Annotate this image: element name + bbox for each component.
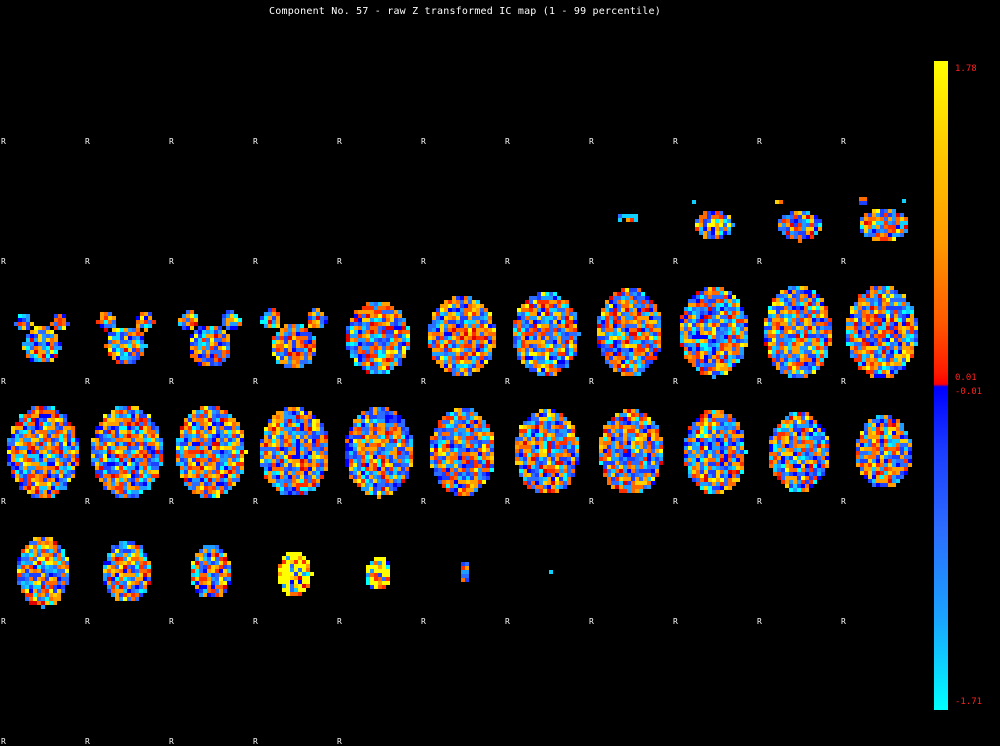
brain-slice — [187, 541, 235, 603]
brain-slice — [593, 284, 667, 380]
orientation-marker: R — [673, 258, 678, 266]
colorbar — [934, 61, 948, 710]
brain-slice — [426, 404, 500, 500]
orientation-marker: R — [169, 618, 174, 626]
orientation-marker: R — [421, 618, 426, 626]
colorbar-min-label: -1.71 — [955, 697, 982, 707]
orientation-marker: R — [841, 258, 846, 266]
slice-montage: R R R R R R R R R R R R R R R R R R R R R R R R R R R R R R R R R R R R R R R R… — [0, 0, 930, 745]
orientation-marker: R — [841, 138, 846, 146]
brain-slice — [511, 405, 583, 499]
orientation-marker: R — [253, 258, 258, 266]
brain-slice — [688, 196, 702, 210]
orientation-marker: R — [85, 138, 90, 146]
brain-slice — [14, 306, 70, 370]
brain-slice — [87, 402, 167, 502]
brain-slice — [342, 298, 414, 378]
orientation-marker: R — [505, 498, 510, 506]
colorbar-pos-min-label: 0.01 — [955, 373, 977, 383]
orientation-marker: R — [757, 258, 762, 266]
orientation-marker: R — [1, 258, 6, 266]
orientation-marker: R — [589, 138, 594, 146]
orientation-marker: R — [757, 498, 762, 506]
brain-slice — [509, 288, 583, 380]
orientation-marker: R — [673, 138, 678, 146]
brain-slice — [595, 405, 667, 499]
orientation-marker: R — [85, 378, 90, 386]
brain-slice — [274, 548, 316, 600]
brain-slice — [842, 282, 922, 382]
brain-slice — [99, 537, 155, 607]
orientation-marker: R — [673, 498, 678, 506]
brain-slice — [676, 283, 752, 381]
orientation-marker: R — [85, 618, 90, 626]
brain-slice — [765, 408, 833, 496]
orientation-marker: R — [337, 378, 342, 386]
orientation-marker: R — [253, 378, 258, 386]
orientation-marker: R — [589, 618, 594, 626]
colorbar-neg-min-label: -0.01 — [955, 387, 982, 397]
orientation-marker: R — [1, 378, 6, 386]
brain-slice — [178, 302, 242, 374]
orientation-marker: R — [421, 258, 426, 266]
orientation-marker: R — [169, 138, 174, 146]
orientation-marker: R — [589, 258, 594, 266]
brain-slice — [96, 304, 156, 372]
brain-slice — [545, 566, 557, 578]
orientation-marker: R — [505, 138, 510, 146]
orientation-marker: R — [757, 138, 762, 146]
orientation-marker: R — [421, 138, 426, 146]
brain-slice — [680, 406, 750, 498]
brain-slice — [610, 210, 642, 226]
brain-slice — [691, 207, 737, 243]
brain-slice — [362, 553, 396, 595]
orientation-marker: R — [337, 138, 342, 146]
brain-slice — [13, 533, 73, 611]
brain-slice — [3, 402, 83, 502]
orientation-marker: R — [85, 258, 90, 266]
orientation-marker: R — [169, 378, 174, 386]
brain-slice — [855, 193, 873, 209]
brain-slice — [457, 558, 473, 586]
orientation-marker: R — [337, 618, 342, 626]
orientation-marker: R — [757, 618, 762, 626]
orientation-marker: R — [169, 258, 174, 266]
brain-slice — [256, 403, 334, 501]
orientation-marker: R — [505, 618, 510, 626]
orientation-marker: R — [253, 138, 258, 146]
brain-slice — [852, 411, 916, 493]
orientation-marker: R — [337, 258, 342, 266]
orientation-marker: R — [673, 618, 678, 626]
colorbar-max-label: 1.78 — [955, 64, 977, 74]
orientation-marker: R — [1, 138, 6, 146]
brain-slice — [172, 402, 250, 502]
brain-slice — [856, 205, 914, 245]
orientation-marker: R — [253, 618, 258, 626]
orientation-marker: R — [841, 618, 846, 626]
orientation-marker: R — [589, 498, 594, 506]
brain-slice — [341, 403, 417, 501]
brain-slice — [771, 196, 787, 210]
brain-slice — [774, 207, 826, 245]
orientation-marker: R — [1, 618, 6, 626]
brain-slice — [760, 282, 836, 382]
orientation-marker: R — [841, 498, 846, 506]
brain-slice — [260, 300, 328, 376]
orientation-marker: R — [505, 258, 510, 266]
brain-slice — [424, 292, 500, 380]
brain-slice — [898, 195, 912, 209]
